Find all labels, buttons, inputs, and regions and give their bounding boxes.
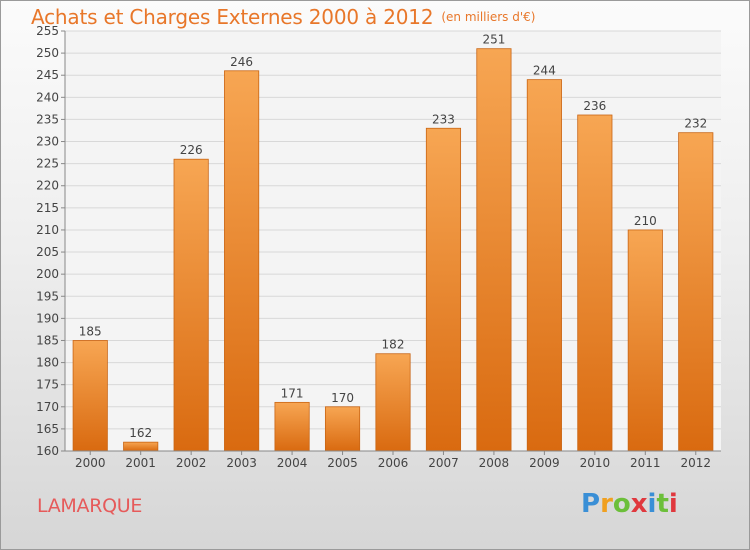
data-label-2004: 171 <box>281 386 304 400</box>
data-label-2010: 236 <box>583 99 606 113</box>
y-tick-label: 210 <box>36 223 59 237</box>
bar-2002 <box>173 158 209 452</box>
y-tick-label: 160 <box>36 444 59 458</box>
y-tick-label: 170 <box>36 400 59 414</box>
chart-title-unit: (en milliers d'€) <box>441 10 536 24</box>
x-tick-label: 2000 <box>75 456 106 470</box>
data-label-2009: 244 <box>533 64 556 78</box>
logo-letter: i <box>668 489 678 519</box>
data-label-2003: 246 <box>230 55 253 69</box>
logo-letter: x <box>630 489 648 519</box>
bar-2011 <box>627 229 663 452</box>
x-tick-label: 2012 <box>680 456 711 470</box>
logo-letter: r <box>600 489 613 519</box>
chart-title: Achats et Charges Externes 2000 à 2012 (e… <box>31 5 535 29</box>
y-tick-label: 230 <box>36 135 59 149</box>
logo-letter: i <box>647 489 657 519</box>
chart-title-main: Achats et Charges Externes 2000 à 2012 <box>31 5 434 29</box>
data-label-2000: 185 <box>79 324 102 338</box>
y-tick-label: 205 <box>36 245 59 259</box>
y-tick-label: 200 <box>36 267 59 281</box>
bar-2005 <box>324 406 361 452</box>
bar-2001 <box>123 441 159 452</box>
data-label-2012: 232 <box>684 117 707 131</box>
data-label-2007: 233 <box>432 112 455 126</box>
y-axis: 160 165 170 175 180 185 190 195 200 205 210 215 220 2… <box>36 24 66 458</box>
x-axis: 2000 2001 2002 2003 2004 2005 2006 2007 2008 2009… <box>65 450 721 470</box>
x-tick-label: 2007 <box>428 456 459 470</box>
x-tick-label: 2011 <box>630 456 661 470</box>
x-tick-label: 2004 <box>277 456 308 470</box>
bar-2006 <box>375 353 411 452</box>
y-tick-label: 190 <box>36 311 59 325</box>
y-tick-label: 215 <box>36 201 59 215</box>
x-tick-label: 2010 <box>580 456 611 470</box>
bar-2012 <box>678 132 714 452</box>
x-tick-label: 2006 <box>378 456 409 470</box>
x-tick-label: 2005 <box>327 456 358 470</box>
y-tick-label: 180 <box>36 356 59 370</box>
bar-2003 <box>224 70 260 452</box>
bar-2000 <box>72 340 108 452</box>
y-tick-label: 175 <box>36 378 59 392</box>
logo-letter: P <box>581 489 601 519</box>
y-tick-label: 195 <box>36 289 59 303</box>
y-tick-label: 220 <box>36 179 59 193</box>
bar-2010 <box>577 114 613 452</box>
x-tick-label: 2001 <box>125 456 156 470</box>
bar-2004 <box>274 401 310 452</box>
data-label-2005: 170 <box>331 391 354 405</box>
bar-2008 <box>476 48 512 452</box>
y-tick-label: 240 <box>36 90 59 104</box>
data-label-2001: 162 <box>129 426 152 440</box>
y-tick-label: 255 <box>36 24 59 38</box>
x-tick-label: 2003 <box>226 456 257 470</box>
x-tick-label: 2002 <box>176 456 207 470</box>
y-tick-label: 235 <box>36 112 59 126</box>
data-label-2008: 251 <box>482 33 505 47</box>
bars: 185 162 226 246 171 170 182 233 251 244 236 210 232 <box>72 33 714 452</box>
y-tick-label: 165 <box>36 422 59 436</box>
data-label-2002: 226 <box>180 143 203 157</box>
logo-letter: t <box>656 489 669 519</box>
y-tick-label: 225 <box>36 157 59 171</box>
bar-2007 <box>425 127 462 452</box>
town-name: LAMARQUE <box>37 495 143 517</box>
x-tick-label: 2009 <box>529 456 560 470</box>
data-label-2011: 210 <box>634 214 657 228</box>
x-tick-label: 2008 <box>479 456 510 470</box>
logo-letter: o <box>612 489 631 519</box>
y-tick-label: 185 <box>36 333 59 347</box>
y-tick-label: 250 <box>36 46 59 60</box>
data-label-2006: 182 <box>382 338 405 352</box>
bar-2009 <box>526 79 562 452</box>
proxiti-logo: Proxiti <box>581 489 678 519</box>
y-tick-label: 245 <box>36 68 59 82</box>
